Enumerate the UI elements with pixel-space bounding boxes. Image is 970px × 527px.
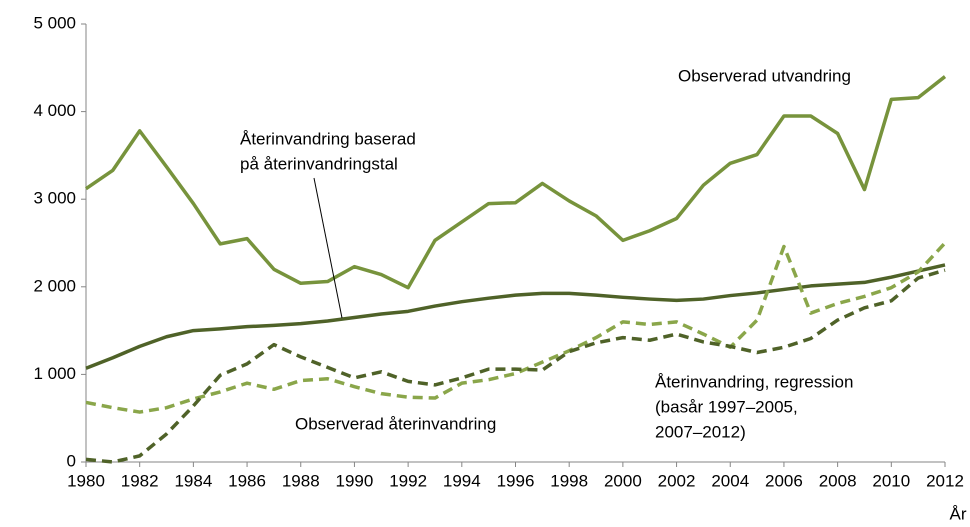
y-tick-label: 5 000 [33,13,76,32]
series-label: Observerad återinvandring [295,414,496,433]
series-label: 2007–2012) [655,422,746,441]
series-label: Återinvandring, regression [655,372,853,391]
series-line [85,241,947,414]
y-tick-label: 1 000 [33,364,76,383]
leader-line [313,177,343,319]
x-tick-label: 2004 [711,471,749,490]
y-tick-label: 4 000 [33,101,76,120]
x-tick-label: 1982 [121,471,159,490]
x-tick-label: 2006 [765,471,803,490]
x-tick-label: 2008 [819,471,857,490]
x-tick-label: 1984 [174,471,212,490]
series-label: Återinvandring baserad [240,129,416,148]
series-line [85,75,947,290]
x-tick-label: 1996 [497,471,535,490]
x-axis-label: År [950,504,967,523]
x-tick-label: 1990 [336,471,374,490]
x-tick-label: 2010 [872,471,910,490]
x-tick-label: 2000 [604,471,642,490]
series-line [85,268,946,464]
x-tick-label: 1988 [282,471,320,490]
series-label: på återinvandringstal [240,154,398,173]
series-label: Observerad utvandring [678,66,851,85]
y-tick-label: 3 000 [33,189,76,208]
x-tick-label: 1980 [67,471,105,490]
x-tick-label: 2002 [658,471,696,490]
x-tick-label: 1986 [228,471,266,490]
y-tick-label: 2 000 [33,276,76,295]
series-line [85,263,946,370]
x-tick-label: 2012 [926,471,964,490]
y-tick-label: 0 [67,451,76,470]
x-tick-label: 1998 [550,471,588,490]
x-tick-label: 1992 [389,471,427,490]
x-tick-label: 1994 [443,471,481,490]
series-label: (basår 1997–2005, [655,397,798,416]
